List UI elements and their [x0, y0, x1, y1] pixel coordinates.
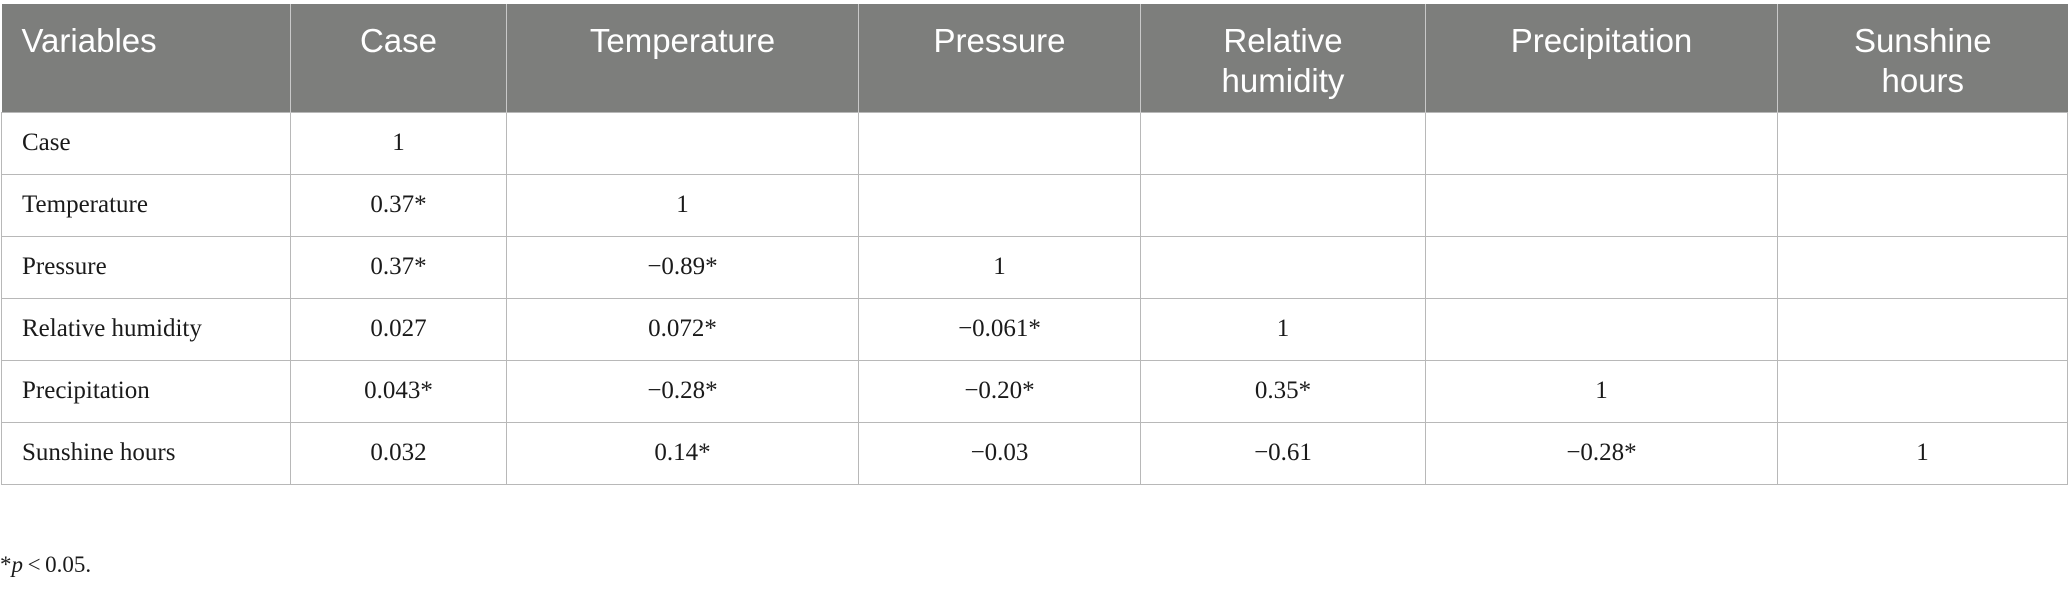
- table-cell: 1: [1140, 297, 1426, 361]
- table-cell: [1777, 173, 2068, 237]
- table-cell: −0.89*: [506, 235, 859, 299]
- table-cell: 0.032: [290, 421, 507, 485]
- table-row: Precipitation 0.043* −0.28* −0.20* 0.35*…: [1, 359, 2068, 423]
- table-cell: [1140, 235, 1426, 299]
- footnote-marker: *: [0, 552, 12, 577]
- footnote-threshold: < 0.05.: [23, 552, 92, 577]
- table-cell: 0.027: [290, 297, 507, 361]
- table-row: Pressure 0.37* −0.89* 1: [1, 235, 2068, 299]
- row-label: Relative humidity: [1, 297, 291, 361]
- header-precipitation: Precipitation: [1425, 4, 1778, 112]
- row-label: Precipitation: [1, 359, 291, 423]
- table-cell: [1777, 297, 2068, 361]
- table-cell: 0.37*: [290, 173, 507, 237]
- table-cell: [1425, 297, 1778, 361]
- table-body: Case 1 Temperature 0.37* 1 Pressure 0.37…: [1, 111, 2068, 485]
- header-row: Variables Case Temperature Pressure Rela…: [1, 4, 2068, 112]
- table-row: Temperature 0.37* 1: [1, 173, 2068, 237]
- row-label: Pressure: [1, 235, 291, 299]
- header-pressure: Pressure: [858, 4, 1141, 112]
- table-cell: 1: [1425, 359, 1778, 423]
- table-cell: 0.072*: [506, 297, 859, 361]
- table-cell: 1: [858, 235, 1141, 299]
- header-case: Case: [290, 4, 507, 112]
- table-cell: [506, 111, 859, 175]
- header-temperature: Temperature: [506, 4, 859, 112]
- table-cell: [1777, 235, 2068, 299]
- footnote-p-symbol: p: [11, 552, 24, 577]
- table-cell: 0.35*: [1140, 359, 1426, 423]
- table-cell: [858, 111, 1141, 175]
- row-label: Temperature: [1, 173, 291, 237]
- correlation-table: Variables Case Temperature Pressure Rela…: [1, 4, 2068, 485]
- significance-footnote: *p < 0.05.: [0, 552, 91, 578]
- table-row: Case 1: [1, 111, 2068, 175]
- row-label: Sunshine hours: [1, 421, 291, 485]
- table-cell: −0.28*: [506, 359, 859, 423]
- table-cell: 0.37*: [290, 235, 507, 299]
- table-cell: −0.61: [1140, 421, 1426, 485]
- table-cell: 1: [290, 111, 507, 175]
- header-relative-humidity: Relative humidity: [1140, 4, 1426, 112]
- table-cell: [1140, 111, 1426, 175]
- table-header: Variables Case Temperature Pressure Rela…: [1, 4, 2068, 112]
- table-cell: [1425, 235, 1778, 299]
- table-row: Relative humidity 0.027 0.072* −0.061* 1: [1, 297, 2068, 361]
- table-cell: −0.03: [858, 421, 1141, 485]
- table-cell: [1777, 359, 2068, 423]
- table-cell: 0.043*: [290, 359, 507, 423]
- table-cell: [858, 173, 1141, 237]
- table-cell: [1777, 111, 2068, 175]
- table-cell: −0.28*: [1425, 421, 1778, 485]
- header-sunshine-hours: Sunshine hours: [1777, 4, 2068, 112]
- table-cell: [1425, 111, 1778, 175]
- row-label: Case: [1, 111, 291, 175]
- table-cell: [1140, 173, 1426, 237]
- table-cell: [1425, 173, 1778, 237]
- table-cell: 1: [1777, 421, 2068, 485]
- table-cell: −0.20*: [858, 359, 1141, 423]
- table-row: Sunshine hours 0.032 0.14* −0.03 −0.61 −…: [1, 421, 2068, 485]
- table-cell: 0.14*: [506, 421, 859, 485]
- table-cell: 1: [506, 173, 859, 237]
- table-cell: −0.061*: [858, 297, 1141, 361]
- header-variables: Variables: [1, 4, 291, 112]
